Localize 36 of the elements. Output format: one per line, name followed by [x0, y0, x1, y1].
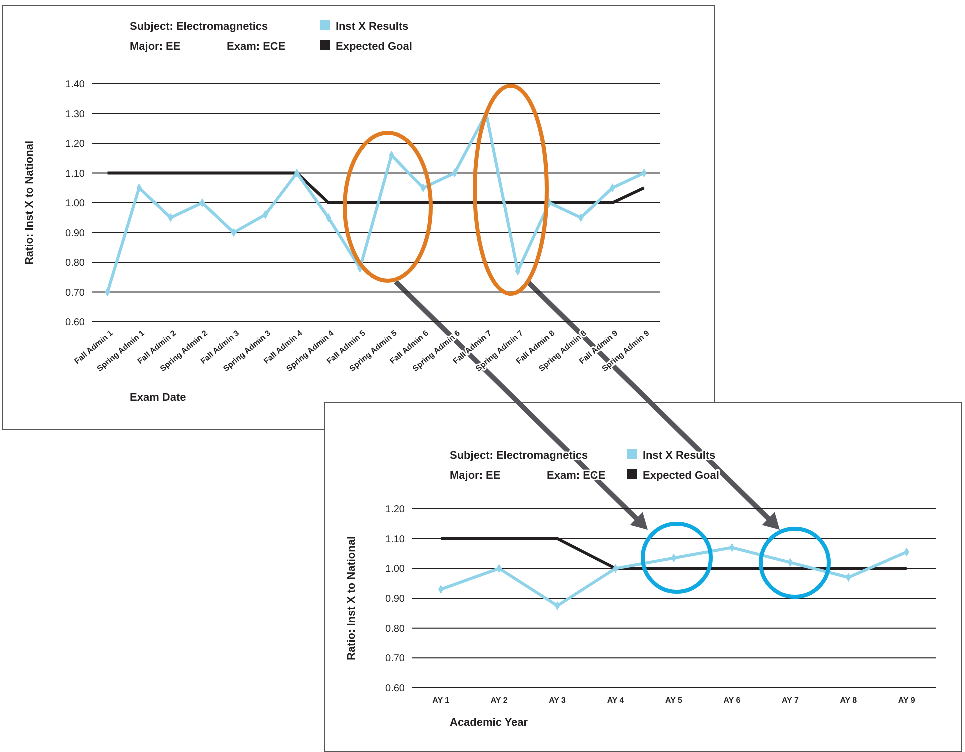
x-tick-label: AY 9 [898, 696, 916, 705]
text: Major: EE [130, 41, 181, 53]
x-tick-label: AY 2 [490, 696, 508, 705]
x-tick-label: AY 7 [782, 696, 800, 705]
y-tick-label: 0.70 [66, 288, 86, 299]
x-tick-label: AY 3 [549, 696, 567, 705]
x-tick-label: AY 8 [840, 696, 858, 705]
legend-label: Expected Goal [643, 470, 720, 482]
y-tick-label: 1.20 [66, 139, 86, 150]
y-tick-label: 1.30 [66, 109, 86, 120]
x-tick-label: AY 6 [724, 696, 742, 705]
y-tick-label: 0.80 [386, 624, 406, 635]
y-tick-label: 0.90 [66, 228, 86, 240]
y-tick-label: 0.80 [66, 258, 86, 269]
y-tick-label: 1.00 [66, 198, 86, 210]
y-tick-label: 0.90 [386, 594, 406, 605]
text: Major: EE [450, 470, 501, 482]
text: Exam: ECE [227, 41, 286, 53]
text: Subject: Electromagnetics [130, 21, 268, 33]
legend-label: Expected Goal [336, 41, 412, 53]
x-tick-label: AY 1 [432, 696, 450, 705]
y-tick-label: 1.10 [66, 168, 86, 180]
y-tick-label: 1.20 [386, 504, 406, 516]
y-axis-title: Ratio: Inst X to National [24, 140, 36, 266]
y-axis-title: Ratio: Inst X to National [346, 536, 358, 661]
x-tick-label: AY 5 [666, 696, 684, 705]
x-tick-label: AY 4 [607, 696, 625, 705]
y-tick-label: 0.60 [66, 318, 86, 328]
x-axis-title: Academic Year [450, 717, 529, 729]
x-axis-title: Exam Date [130, 392, 186, 404]
y-tick-label: 0.70 [386, 654, 406, 665]
y-tick-label: 1.10 [386, 534, 406, 546]
legend-label: Inst X Results [336, 21, 409, 33]
y-tick-label: 0.60 [386, 684, 406, 694]
y-tick-label: 1.40 [66, 80, 86, 90]
y-tick-label: 1.00 [386, 564, 406, 576]
